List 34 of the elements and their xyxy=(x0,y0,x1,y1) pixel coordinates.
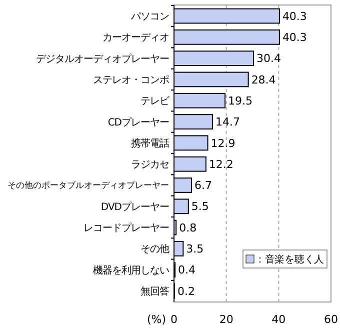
x-tick-label: 20 xyxy=(219,313,234,326)
x-tick-label: 60 xyxy=(324,313,338,326)
data-label: 40.3 xyxy=(282,31,307,44)
y-tick-label: その他のポータブルオーディオプレーヤー xyxy=(8,180,170,192)
data-label: 14.7 xyxy=(215,116,240,129)
y-tick-label: ステレオ・コンポ xyxy=(93,74,170,86)
data-label: 5.5 xyxy=(191,200,209,214)
x-tick-label: 0 xyxy=(170,313,178,326)
data-label: 0.4 xyxy=(178,264,196,277)
y-tick-label: 無回答 xyxy=(140,286,170,298)
y-tick-label: DVDプレーヤー xyxy=(100,200,170,213)
data-label: 28.4 xyxy=(251,73,276,86)
x-axis-title: (%) xyxy=(146,313,166,326)
data-label: 6.7 xyxy=(194,179,212,192)
data-label: 0.8 xyxy=(179,221,197,234)
y-tick-label: レコードプレーヤー xyxy=(84,222,170,234)
data-label: 40.3 xyxy=(282,10,307,23)
y-tick-label: 機器を利用しない xyxy=(93,264,170,276)
data-label: 30.4 xyxy=(256,52,282,66)
x-tick-label: 40 xyxy=(272,313,286,326)
data-label: 12.2 xyxy=(208,158,234,171)
data-label: 19.5 xyxy=(228,94,253,108)
legend-label: ：音楽を聴く人 xyxy=(255,254,325,266)
data-label: 3.5 xyxy=(186,242,204,256)
y-tick-label: テレビ xyxy=(140,96,170,108)
y-tick-label: ラジカセ xyxy=(131,160,170,171)
y-tick-label: パソコン xyxy=(130,12,170,22)
y-tick-label: カーオーディオ xyxy=(102,32,169,44)
data-label: 12.9 xyxy=(210,136,236,150)
y-tick-label: デジタルオーディオプレーヤー xyxy=(36,52,170,65)
y-tick-label: その他 xyxy=(140,243,170,256)
y-tick-label: 携帯電話 xyxy=(131,137,170,150)
y-tick-label: CDプレーヤー xyxy=(108,116,170,128)
data-label: 0.2 xyxy=(178,284,196,298)
